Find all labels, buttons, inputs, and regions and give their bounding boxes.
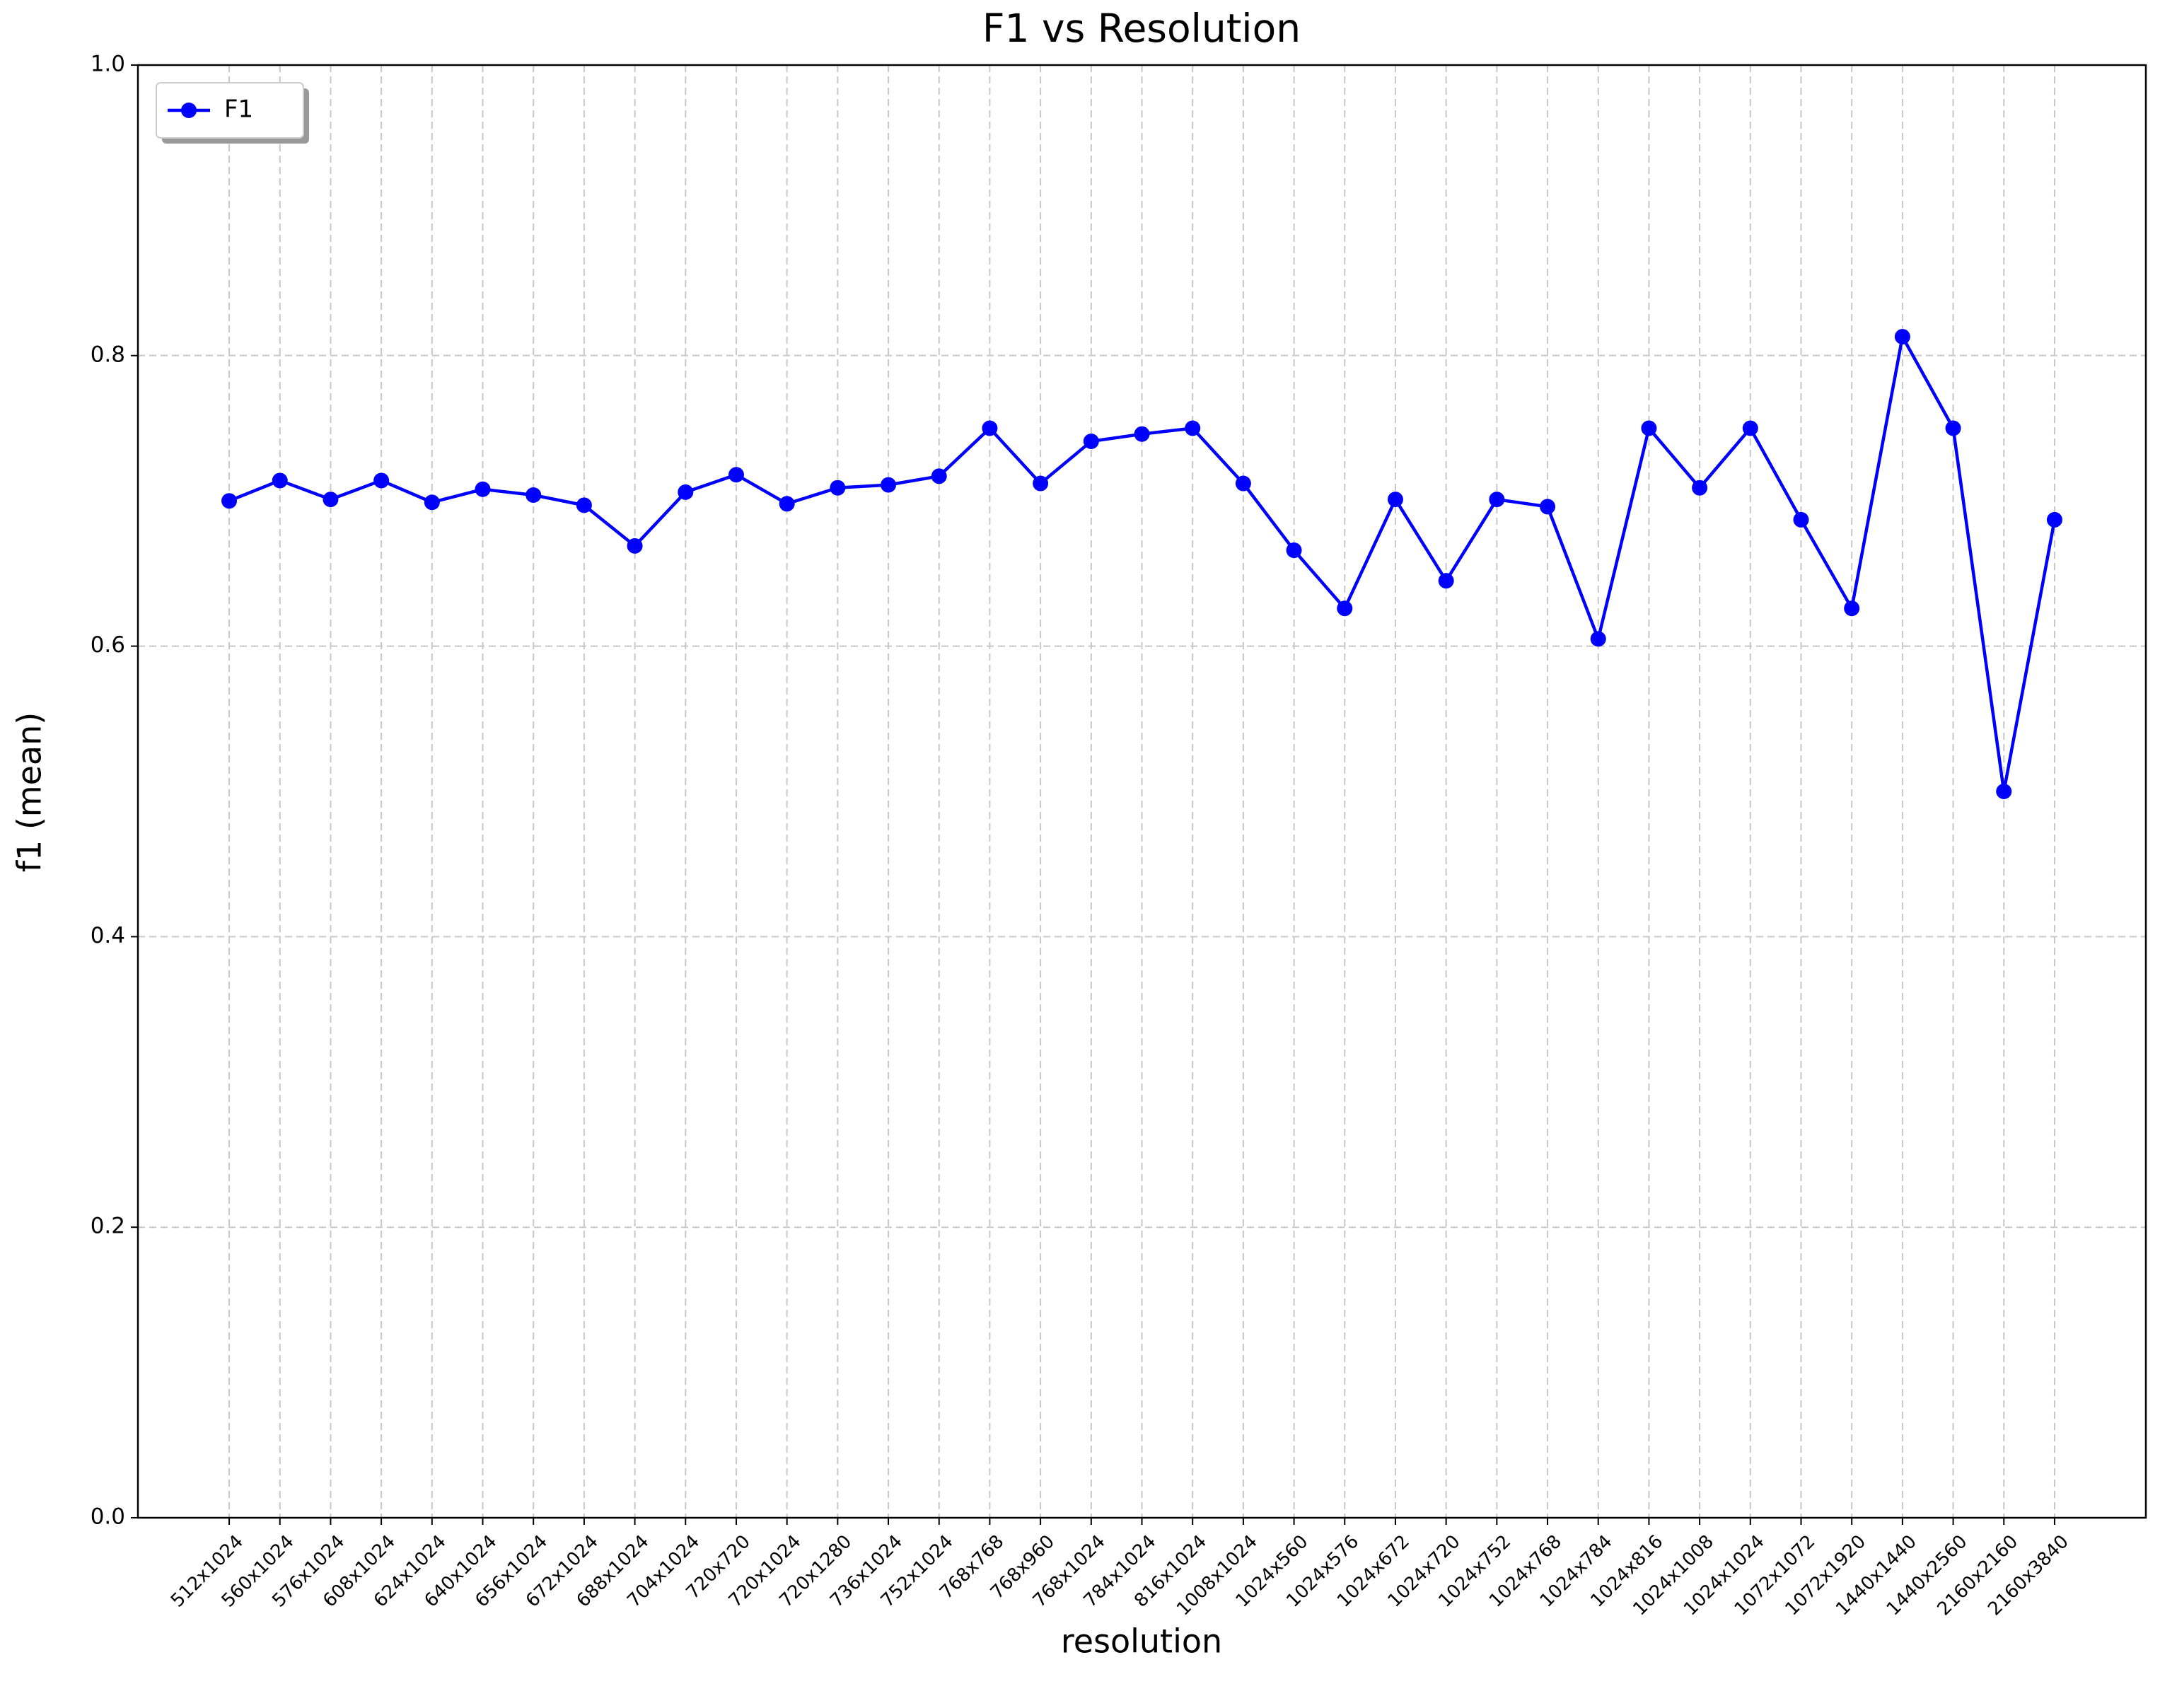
data-point bbox=[272, 472, 288, 489]
data-point bbox=[1590, 631, 1606, 647]
data-point bbox=[475, 481, 491, 497]
data-point bbox=[1337, 600, 1353, 617]
data-point bbox=[1286, 542, 1302, 559]
data-point bbox=[221, 493, 238, 509]
y-tick-label: 0.4 bbox=[91, 923, 125, 948]
data-point bbox=[1083, 433, 1099, 449]
legend-box bbox=[156, 82, 304, 139]
legend-label: F1 bbox=[224, 95, 253, 124]
legend-marker bbox=[181, 103, 197, 118]
data-point bbox=[1641, 420, 1657, 436]
data-point bbox=[881, 477, 897, 493]
data-point bbox=[779, 496, 795, 512]
data-point bbox=[373, 472, 390, 489]
data-point bbox=[627, 538, 643, 554]
data-point bbox=[1742, 420, 1758, 436]
data-point bbox=[678, 484, 694, 500]
data-point bbox=[1185, 420, 1201, 436]
x-axis-label: resolution bbox=[1061, 1622, 1222, 1661]
data-point bbox=[1945, 420, 1961, 436]
plot-frame bbox=[137, 64, 2147, 1519]
data-point bbox=[1540, 499, 1556, 515]
y-tick-label: 0.6 bbox=[91, 632, 125, 658]
data-point bbox=[2046, 511, 2062, 528]
data-point bbox=[982, 420, 998, 436]
data-point bbox=[931, 468, 947, 484]
data-point bbox=[1235, 475, 1251, 492]
y-axis-label: f1 (mean) bbox=[11, 712, 49, 872]
data-point bbox=[728, 467, 744, 483]
data-point bbox=[1996, 784, 2012, 799]
data-point bbox=[1844, 600, 1860, 617]
y-tick-label: 0.0 bbox=[91, 1504, 125, 1530]
data-point bbox=[1033, 475, 1049, 492]
data-point bbox=[1134, 426, 1150, 442]
data-point bbox=[1387, 492, 1403, 508]
y-tick-label: 0.8 bbox=[91, 342, 125, 367]
data-point bbox=[1438, 573, 1454, 589]
data-point bbox=[1894, 329, 1910, 345]
data-point bbox=[1692, 480, 1708, 496]
data-point bbox=[323, 492, 339, 508]
chart-title: F1 vs Resolution bbox=[982, 6, 1301, 51]
data-point bbox=[526, 487, 542, 503]
y-tick-label: 1.0 bbox=[91, 52, 125, 77]
data-point bbox=[424, 494, 440, 511]
data-point bbox=[1793, 511, 1809, 528]
data-point bbox=[1489, 492, 1505, 508]
data-point bbox=[576, 497, 592, 513]
data-point bbox=[830, 480, 846, 496]
y-tick-label: 0.2 bbox=[91, 1214, 125, 1239]
